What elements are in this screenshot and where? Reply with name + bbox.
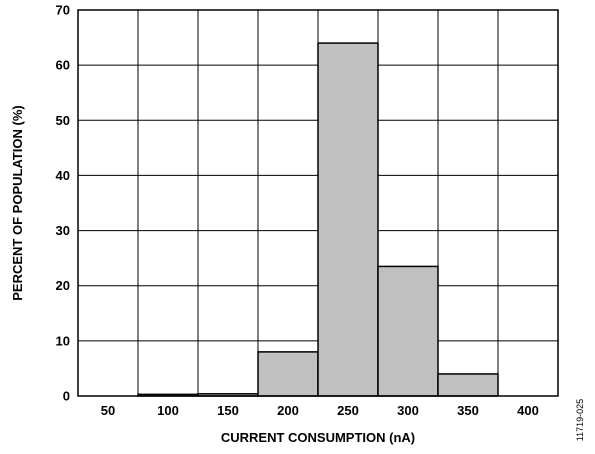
figure-id: 11719-025 [575,399,585,441]
plot-frame [77,9,559,397]
x-axis-title: CURRENT CONSUMPTION (nA) [221,430,415,445]
y-tick-label-7: 70 [56,3,70,18]
y-tick-label-0: 0 [63,389,70,404]
histogram-bars [137,42,499,397]
y-tick-labels: 0 10 20 30 40 50 60 70 [56,3,70,404]
x-tick-label-5: 300 [397,403,419,418]
histogram-bar-4 [377,265,439,397]
histogram-bar-5 [437,373,499,397]
histogram-bar-2 [257,351,319,397]
x-tick-label-0: 50 [101,403,115,418]
y-tick-label-1: 10 [56,333,70,348]
x-tick-label-3: 200 [277,403,299,418]
histogram-bar-3 [317,42,379,397]
y-tick-label-3: 30 [56,223,70,238]
y-tick-label-2: 20 [56,278,70,293]
y-tick-label-5: 50 [56,113,70,128]
x-tick-label-1: 100 [157,403,179,418]
x-tick-label-6: 350 [457,403,479,418]
x-tick-labels: 50 100 150 200 250 300 350 400 [101,403,539,418]
y-axis-title: PERCENT OF POPULATION (%) [10,105,25,300]
x-tick-label-7: 400 [517,403,539,418]
y-tick-label-4: 40 [56,168,70,183]
y-tick-label-6: 60 [56,58,70,73]
x-tick-label-2: 150 [217,403,239,418]
x-tick-label-4: 250 [337,403,359,418]
